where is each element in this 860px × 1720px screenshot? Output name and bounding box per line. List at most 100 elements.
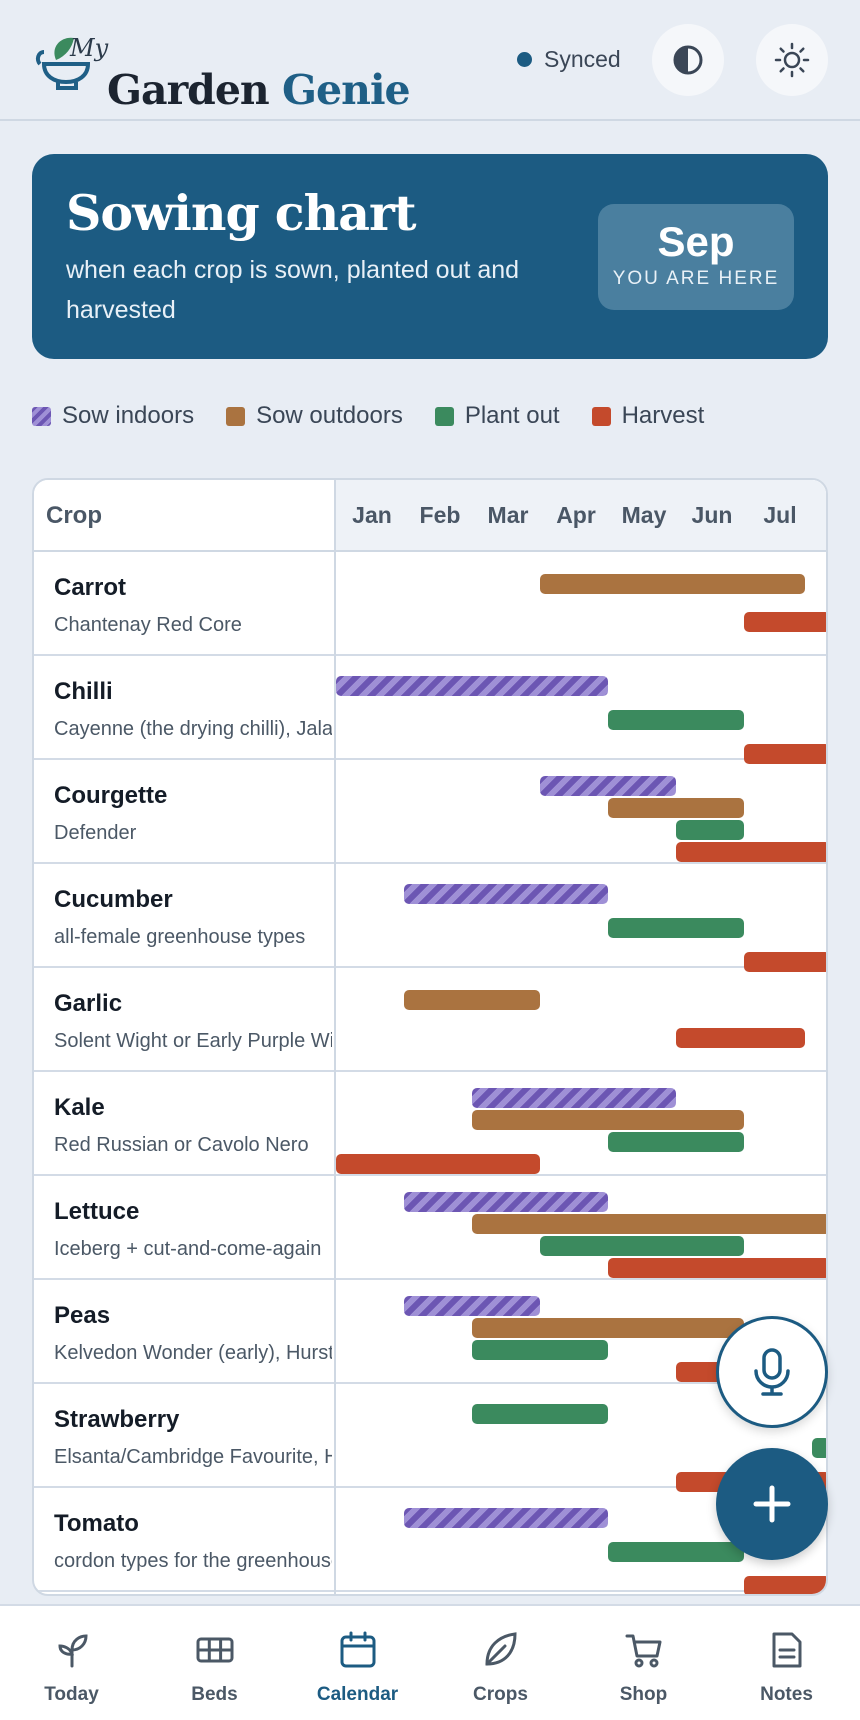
crop-row-peas[interactable]: Peas Kelvedon Wonder (early), Hurst Green… (34, 1280, 826, 1384)
crop-row-strawberry[interactable]: Strawberry Elsanta/Cambridge Favourite, H… (34, 1384, 826, 1492)
crop-row-tomato[interactable]: Tomato cordon types for the greenhouse (34, 1488, 826, 1594)
nav-item-beds[interactable]: Beds (143, 1606, 286, 1720)
bar-indoor[interactable] (404, 884, 608, 904)
bar-plant[interactable] (540, 1236, 744, 1256)
crop-row-lettuce[interactable]: Lettuce Iceberg + cut-and-come-again (34, 1176, 826, 1280)
legend-label: Sow indoors (62, 402, 195, 429)
bar-plant[interactable] (472, 1340, 608, 1360)
bar-indoor[interactable] (472, 1088, 676, 1108)
crop-name: Tomato (54, 1510, 139, 1537)
month-header-jun: Jun (691, 502, 733, 528)
bar-outdoor[interactable] (608, 798, 744, 818)
sowing-chart-table[interactable]: Crop Jan Feb Mar Apr May Jun Jul Aug Carrot Chan… (32, 478, 828, 1596)
month-header-apr: Apr (556, 502, 596, 528)
sync-label: Synced (544, 46, 621, 72)
voice-input-button[interactable] (716, 1316, 828, 1428)
legend-sow-indoors: Sow indoors (32, 402, 194, 430)
crop-variety: Red Russian or Cavolo Nero (54, 1134, 309, 1156)
plus-icon (753, 1485, 791, 1523)
bar-plant[interactable] (608, 1542, 744, 1562)
bar-plant[interactable] (608, 918, 744, 938)
bar-indoor[interactable] (540, 776, 676, 796)
bar-harvest[interactable] (744, 744, 826, 764)
month-header-strip: Jan Feb Mar Apr May Jun Jul Aug (336, 480, 827, 550)
month-header-feb: Feb (419, 502, 461, 528)
bar-outdoor[interactable] (472, 1318, 744, 1338)
bar-indoor[interactable] (336, 676, 608, 696)
month-header-aug: Aug (814, 502, 827, 529)
add-button[interactable] (716, 1448, 828, 1560)
nav-item-calendar[interactable]: Calendar (286, 1606, 429, 1720)
watering-can-icon (34, 28, 108, 92)
bar-plant[interactable] (608, 1132, 744, 1152)
legend-label: Plant out (464, 402, 560, 429)
crop-variety: Iceberg + cut-and-come-again (54, 1238, 322, 1260)
crop-variety: Defender (54, 822, 137, 844)
app-logo[interactable]: My Garden Genie (34, 28, 411, 114)
legend-swatch-plant-out (434, 406, 454, 426)
bar-indoor[interactable] (404, 1192, 608, 1212)
crop-variety: Cayenne (the drying chilli), Jalapeño (54, 718, 332, 740)
nav-item-notes[interactable]: Notes (715, 1606, 858, 1720)
crop-name: Carrot (54, 574, 127, 601)
logo-my: My (70, 34, 109, 62)
sprout-icon (57, 1634, 88, 1668)
bar-plant[interactable] (472, 1404, 608, 1424)
crop-row-kale[interactable]: Kale Red Russian or Cavolo Nero (34, 1072, 826, 1176)
bar-outdoor[interactable] (472, 1214, 826, 1234)
contrast-button[interactable] (652, 24, 724, 96)
crop-row-carrot[interactable]: Carrot Chantenay Red Core (34, 552, 826, 656)
sync-dot-icon (517, 52, 532, 67)
crop-row-courgette[interactable]: Courgette Defender (34, 760, 826, 864)
page-title: Sowing chart (66, 184, 416, 242)
crop-variety: cordon types for the greenhouse (54, 1550, 332, 1572)
chart-header-row: Crop Jan Feb Mar Apr May Jun Jul Aug (34, 480, 827, 552)
bar-harvest[interactable] (676, 1028, 806, 1048)
legend-harvest: Harvest (591, 402, 704, 430)
bar-indoor[interactable] (404, 1296, 540, 1316)
month-header-jan: Jan (352, 502, 392, 528)
month-header-may: May (621, 502, 667, 528)
bar-plant[interactable] (608, 710, 744, 730)
theme-button[interactable] (756, 24, 828, 96)
nav-label: Notes (760, 1684, 813, 1705)
sync-status: Synced (517, 46, 621, 73)
nav-label: Beds (191, 1684, 238, 1705)
bar-outdoor[interactable] (404, 990, 540, 1010)
crop-row-garlic[interactable]: Garlic Solent Wight or Early Purple Wight (34, 968, 826, 1072)
notes-icon (772, 1632, 801, 1668)
crop-row-cucumber[interactable]: Cucumber all-female greenhouse types (34, 864, 826, 972)
bar-harvest[interactable] (336, 1154, 540, 1174)
bar-outdoor[interactable] (540, 574, 806, 594)
crop-name: Strawberry (54, 1406, 180, 1433)
crop-name: Kale (54, 1094, 105, 1121)
crop-row-chilli[interactable]: Chilli Cayenne (the drying chilli), Jalap… (34, 656, 826, 764)
app-header: My Garden Genie Synced (0, 0, 860, 121)
legend-swatch-sow-indoors (32, 406, 51, 426)
sowing-chart-banner: Sowing chart when each crop is sown, pla… (32, 154, 828, 359)
crop-variety: Kelvedon Wonder (early), Hurst Green Sha… (54, 1342, 332, 1364)
bar-outdoor[interactable] (472, 1110, 744, 1130)
logo-word-genie: Genie (282, 66, 411, 114)
bar-harvest[interactable] (608, 1258, 826, 1278)
bar-indoor[interactable] (404, 1508, 608, 1528)
crop-variety: Chantenay Red Core (54, 614, 242, 636)
grid-icon (196, 1637, 233, 1663)
bar-harvest[interactable] (744, 952, 826, 972)
legend-swatch-harvest (591, 406, 611, 426)
nav-item-today[interactable]: Today (0, 1606, 143, 1720)
bar-harvest[interactable] (744, 612, 826, 632)
crop-name: Lettuce (54, 1198, 140, 1225)
bar-harvest[interactable] (744, 1576, 826, 1594)
month-header-mar: Mar (487, 502, 529, 528)
crop-variety: Elsanta/Cambridge Favourite, Honeoye (54, 1446, 332, 1468)
nav-item-crops[interactable]: Crops (429, 1606, 572, 1720)
bar-harvest[interactable] (676, 842, 826, 862)
microphone-icon (754, 1348, 790, 1396)
nav-item-shop[interactable]: Shop (572, 1606, 715, 1720)
current-month: Sep (657, 218, 735, 265)
crop-name: Garlic (54, 990, 123, 1017)
bar-plant[interactable] (676, 820, 744, 840)
current-month-chip[interactable]: Sep YOU ARE HERE (598, 204, 794, 310)
bar-plant[interactable] (812, 1438, 826, 1458)
